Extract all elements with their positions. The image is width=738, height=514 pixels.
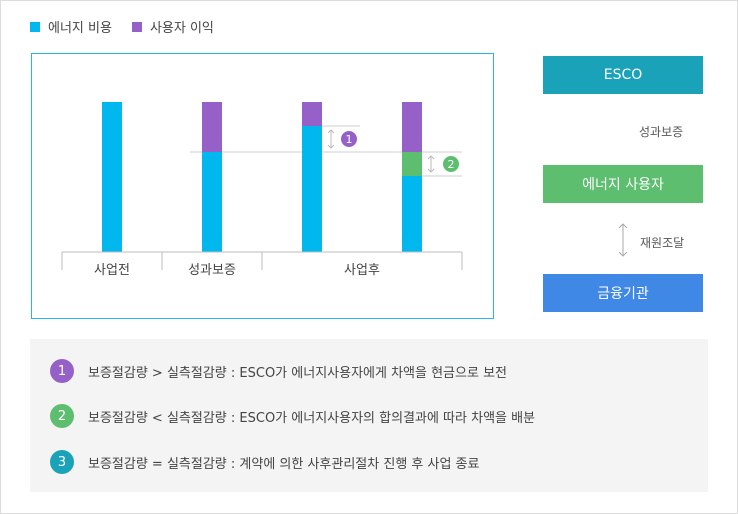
note-item: 1 보증절감량 > 실측절감량 : ESCO가 에너지사용자에게 차액을 현금으… [50, 359, 507, 383]
note-number-badge: 1 [50, 359, 74, 383]
legend: 에너지 비용 사용자 이익 [30, 17, 234, 36]
legend-swatch-user [131, 21, 142, 32]
chart-box: 1 2 사업전 성과보증 사업후 [31, 53, 494, 319]
flow-box-user: 에너지 사용자 [543, 165, 707, 207]
flow-link-funding: 재원조달 [640, 236, 685, 250]
marker-1-label: 1 [346, 133, 353, 146]
double-arrow-icon [618, 223, 628, 257]
flow-box-esco: ESCO [543, 56, 707, 98]
note-text: 보증절감량 > 실측절감량 : ESCO가 에너지사용자에게 차액을 현금으로 … [88, 365, 507, 381]
flow-box-esco-label: ESCO [603, 67, 643, 83]
x-tick-label-before: 사업전 [94, 263, 130, 278]
note-number-badge: 3 [50, 450, 74, 474]
x-tick-label-after: 사업후 [344, 263, 380, 278]
marker-2-label: 2 [448, 158, 455, 171]
legend-item-energy-cost: 에너지 비용 [30, 17, 112, 36]
bar-after1-energy [302, 126, 322, 252]
bar-after2-extra [402, 152, 422, 176]
note-item: 3 보증절감량 = 실측절감량 : 계약에 의한 사후관리절차 진행 후 사업 … [50, 450, 479, 474]
note-number-badge: 2 [50, 404, 74, 428]
notes-panel: 1 보증절감량 > 실측절감량 : ESCO가 에너지사용자에게 차액을 현금으… [30, 339, 708, 492]
marker-1: 1 [327, 129, 357, 149]
legend-label-energy: 에너지 비용 [48, 21, 112, 36]
flow-link-guarantee: 성과보증 [639, 125, 684, 139]
bar-after2-user [402, 102, 422, 152]
note-text: 보증절감량 = 실측절감량 : 계약에 의한 사후관리절차 진행 후 사업 종료 [88, 456, 480, 472]
bar-before-energy [102, 102, 122, 252]
bar-after2-energy [402, 176, 422, 252]
bar-guarantee-energy [202, 152, 222, 252]
note-text: 보증절감량 < 실측절감량 : ESCO가 에너지사용자의 합의결과에 따라 차… [88, 410, 536, 426]
chart-svg: 1 2 사업전 성과보증 사업후 [61, 102, 463, 278]
legend-swatch-energy [30, 21, 40, 32]
flow-box-bank-label: 금융기관 [597, 286, 649, 302]
bar-guarantee-user [202, 102, 222, 152]
legend-label-user: 사용자 이익 [149, 21, 214, 36]
flow-box-user-label: 에너지 사용자 [582, 177, 664, 193]
marker-2: 2 [427, 155, 459, 173]
x-tick-label-guarantee: 성과보증 [188, 263, 236, 278]
legend-item-user-profit: 사용자 이익 [131, 17, 214, 36]
note-item: 2 보증절감량 < 실측절감량 : ESCO가 에너지사용자의 합의결과에 따라… [50, 404, 535, 428]
flow-box-bank: 금융기관 [543, 274, 707, 316]
bar-after1-user [302, 102, 322, 126]
